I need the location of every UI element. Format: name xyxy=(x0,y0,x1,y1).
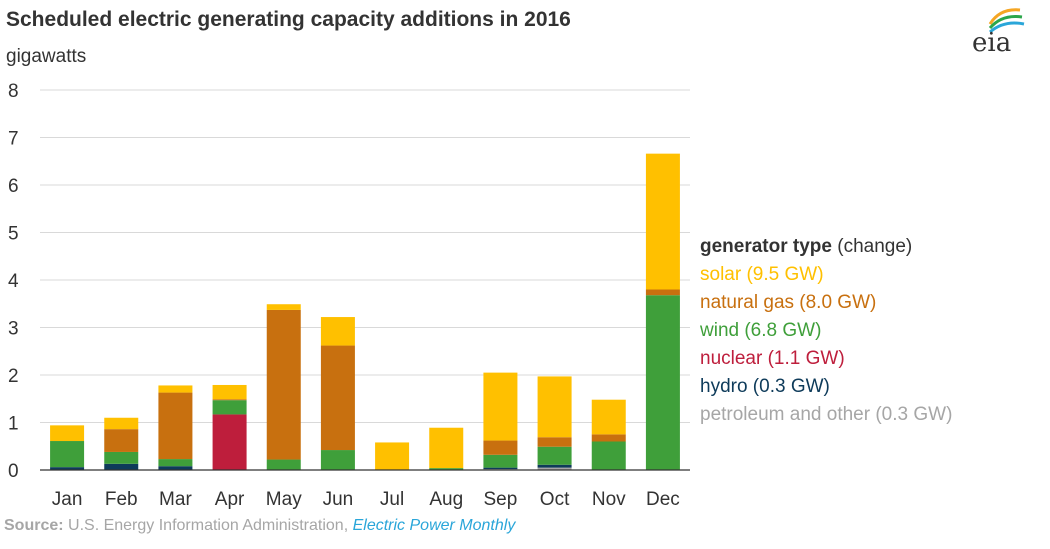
legend-item: petroleum and other (0.3 GW) xyxy=(700,404,953,425)
eia-logo: eia xyxy=(958,4,1028,64)
bar-segment-wind xyxy=(50,441,85,468)
x-tick-label: Nov xyxy=(592,489,626,510)
y-tick-label: 7 xyxy=(8,129,19,150)
bar-segment-wind xyxy=(158,459,193,467)
bar-segment-solar xyxy=(266,304,301,310)
bar-segment-natural-gas xyxy=(266,309,301,460)
x-tick-label: Oct xyxy=(540,489,570,510)
legend-item: natural gas (8.0 GW) xyxy=(700,292,877,313)
x-tick-label: Aug xyxy=(429,489,463,510)
bar-segment-petroleum-and-other xyxy=(537,467,572,470)
chart-title: Scheduled electric generating capacity a… xyxy=(6,8,571,31)
legend-item: solar (9.5 GW) xyxy=(700,264,824,285)
y-tick-label: 4 xyxy=(8,271,19,292)
bar-segment-solar xyxy=(483,372,518,441)
source-note: Source: U.S. Energy Information Administ… xyxy=(4,517,515,535)
bar-segment-hydro xyxy=(158,466,193,470)
bar-segment-wind xyxy=(212,400,247,415)
bar-segment-solar xyxy=(375,442,410,470)
bar-segment-natural-gas xyxy=(645,289,680,296)
bar-segment-natural-gas xyxy=(104,429,139,452)
legend-title-bold: generator type xyxy=(700,236,832,257)
chart-units: gigawatts xyxy=(6,46,87,67)
legend-item: wind (6.8 GW) xyxy=(700,320,822,341)
x-tick-label: Jul xyxy=(380,489,404,510)
x-tick-label: Feb xyxy=(105,489,138,510)
legend-title-rest: (change) xyxy=(831,236,913,257)
legend: generator type (change) solar (9.5 GW) na… xyxy=(700,233,952,429)
bar-segment-hydro xyxy=(537,464,572,468)
bar-segment-natural-gas xyxy=(212,399,247,401)
x-tick-label: Sep xyxy=(484,489,518,510)
bar-segment-solar xyxy=(158,385,193,393)
bar-segment-natural-gas xyxy=(158,392,193,460)
x-tick-label: Apr xyxy=(215,489,245,510)
y-tick-label: 3 xyxy=(8,319,19,340)
y-tick-label: 2 xyxy=(8,366,19,387)
bar-segment-wind xyxy=(537,446,572,465)
bar-segment-wind xyxy=(104,451,139,464)
logo-wordmark: eia xyxy=(972,28,1012,58)
source-link[interactable]: Electric Power Monthly xyxy=(352,517,516,534)
legend-item: hydro (0.3 GW) xyxy=(700,376,830,397)
bar-segment-natural-gas xyxy=(537,437,572,447)
bar-segment-wind xyxy=(320,450,355,470)
x-tick-label: Jun xyxy=(323,489,354,510)
x-tick-label: Mar xyxy=(159,489,192,510)
bar-segment-solar xyxy=(50,425,85,442)
bar-segment-solar xyxy=(645,153,680,290)
bar-segment-natural-gas xyxy=(591,434,626,442)
y-tick-label: 6 xyxy=(8,176,19,197)
y-tick-label: 8 xyxy=(8,81,19,102)
bar-segment-solar xyxy=(104,417,139,430)
bar-segment-solar xyxy=(320,317,355,346)
bar-segment-hydro xyxy=(50,467,85,470)
legend-title: generator type (change) xyxy=(700,233,952,261)
bar-segment-wind xyxy=(483,454,518,468)
source-label: Source: xyxy=(4,517,64,534)
bar-segment-solar xyxy=(537,376,572,438)
legend-item: nuclear (1.1 GW) xyxy=(700,348,845,369)
bar-segment-wind xyxy=(645,295,680,470)
x-tick-label: May xyxy=(266,489,302,510)
bar-segment-natural-gas xyxy=(483,440,518,455)
logo-swoosh-icon xyxy=(988,8,1025,34)
bar-segment-hydro xyxy=(104,463,139,470)
bar-segment-wind xyxy=(429,468,464,470)
bar-segment-solar xyxy=(212,384,247,400)
y-tick-label: 5 xyxy=(8,224,19,245)
x-tick-label: Dec xyxy=(646,489,680,510)
bar-segment-hydro xyxy=(483,467,518,470)
bar-segment-wind xyxy=(591,441,626,470)
x-tick-label: Jan xyxy=(52,489,83,510)
y-tick-label: 0 xyxy=(8,461,19,482)
bar-segment-solar xyxy=(429,427,464,469)
bar-segment-wind xyxy=(266,459,301,470)
bar-segment-solar xyxy=(591,399,626,435)
y-tick-label: 1 xyxy=(8,414,19,435)
bar-segment-nuclear xyxy=(212,414,247,470)
bar-segment-natural-gas xyxy=(320,345,355,451)
source-text: U.S. Energy Information Administration, xyxy=(63,517,353,534)
